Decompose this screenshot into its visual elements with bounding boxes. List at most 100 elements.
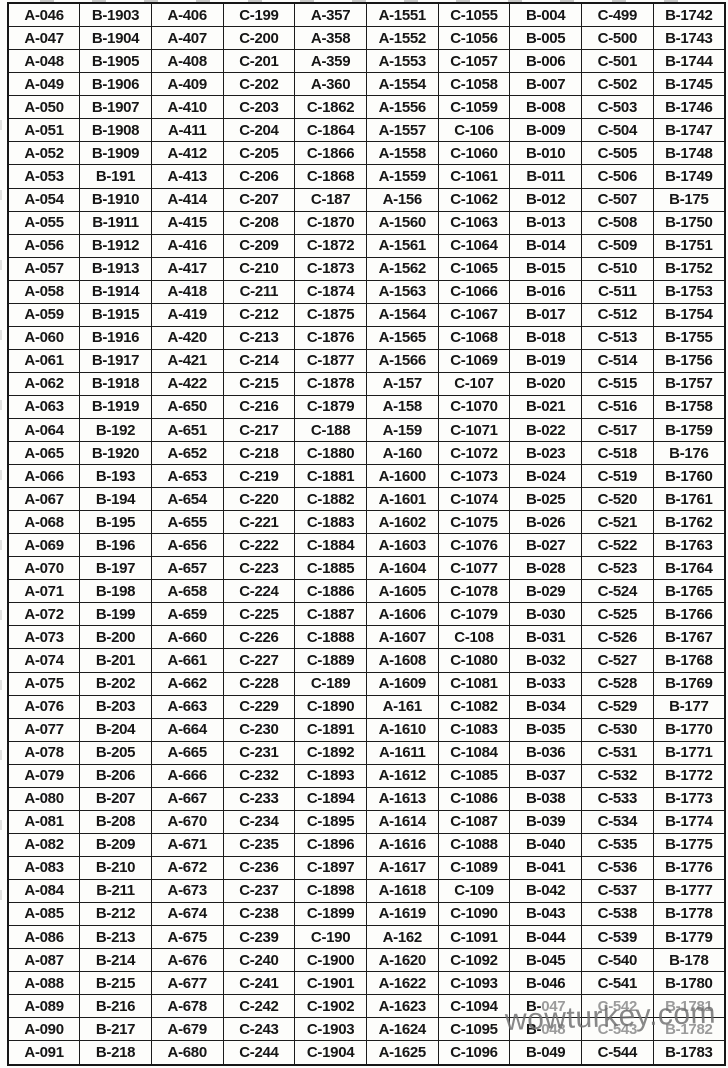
table-cell: A-654 xyxy=(150,487,224,512)
table-cell: A-046 xyxy=(7,2,81,28)
table-cell: A-1602 xyxy=(365,510,439,535)
table-cell: A-652 xyxy=(150,441,224,466)
table-cell: A-412 xyxy=(150,141,224,166)
table-cell: B-1765 xyxy=(652,579,726,604)
table-cell: A-419 xyxy=(150,302,224,327)
table-cell: B-028 xyxy=(509,556,582,581)
table-cell: C-1092 xyxy=(437,948,511,973)
table-cell: A-085 xyxy=(7,901,81,927)
table-cell: B-016 xyxy=(509,279,582,304)
table-cell: A-054 xyxy=(7,187,81,212)
cell-code-digits: 1782 xyxy=(680,1020,713,1038)
table-cell: C-1895 xyxy=(294,809,367,834)
table-cell: C-1873 xyxy=(294,256,367,281)
table-cell: B-1754 xyxy=(652,302,726,327)
table-row: A-072 B-199 A-659 C-225 C-1887 A-1606 C-1079 B-… xyxy=(7,602,726,627)
table-cell: A-066 xyxy=(7,464,81,489)
table-row: A-058 B-1914 A-418 C-211 C-1874 A-1563 C-1066 B… xyxy=(7,279,726,304)
table-cell: B-005 xyxy=(509,26,582,51)
table-cell: C-1903 xyxy=(294,1017,367,1042)
table-cell: C-520 xyxy=(581,487,654,512)
table-cell: A-1565 xyxy=(365,325,439,350)
table-cell: A-659 xyxy=(150,602,224,627)
table-cell: A-678 xyxy=(150,994,224,1019)
table-cell: B-1743 xyxy=(652,26,726,51)
table-cell: C-1882 xyxy=(294,487,367,512)
table-cell: B-1917 xyxy=(79,348,152,373)
table-row: A-083 B-210 A-672 C-236 C-1897 A-1617 C-1089 B-… xyxy=(7,855,726,880)
table-cell: B-1759 xyxy=(652,417,726,443)
table-cell: C-517 xyxy=(581,417,654,443)
table-cell: A-068 xyxy=(7,510,81,535)
table-row: A-077 B-204 A-664 C-230 C-1891 A-1610 C-1083 B-… xyxy=(7,717,726,742)
table-cell: C-1080 xyxy=(437,648,511,673)
table-cell: A-655 xyxy=(150,510,224,535)
table-cell: A-073 xyxy=(7,625,81,650)
table-cell: B-1762 xyxy=(652,510,726,535)
table-cell: B-215 xyxy=(79,971,152,996)
table-cell: C-227 xyxy=(222,648,296,673)
table-row: A-079 B-206 A-666 C-232 C-1893 A-1612 C-1085 B-… xyxy=(7,763,726,788)
table-cell: A-083 xyxy=(7,855,81,880)
table-cell: A-1624 xyxy=(365,1017,439,1042)
table-cell: C-532 xyxy=(581,763,654,788)
cell-code-digits: 543 xyxy=(612,1020,638,1038)
cell-code-digits: 542 xyxy=(612,997,638,1015)
table-cell: C-228 xyxy=(222,671,296,696)
cell-code-prefix: B- xyxy=(665,1020,681,1038)
table-cell: A-070 xyxy=(7,556,81,581)
table-row: A-091 B-218 A-680 C-244 C-1904 A-1625 C-1096 B-… xyxy=(7,1040,726,1066)
table-cell: A-1616 xyxy=(365,832,439,857)
table-row: A-082 B-209 A-671 C-235 C-1896 A-1616 C-1088 B-… xyxy=(7,832,726,857)
table-cell: B-218 xyxy=(79,1040,152,1066)
table-row: A-054 B-1910 A-414 C-207 C-187 A-156 C-1062 B-0… xyxy=(7,187,726,212)
table-cell: B-1778 xyxy=(652,901,726,927)
table-cell: B-217 xyxy=(79,1017,152,1042)
table-cell: A-1612 xyxy=(365,763,439,788)
table-cell: B-036 xyxy=(509,740,582,765)
table-cell: B-023 xyxy=(509,441,582,466)
table-cell: C-214 xyxy=(222,348,296,373)
table-cell: A-047 xyxy=(7,26,81,51)
table-cell: C-535 xyxy=(581,832,654,857)
table-cell: B-202 xyxy=(79,671,152,696)
table-cell: A-072 xyxy=(7,602,81,627)
table-cell: A-088 xyxy=(7,971,81,996)
table-cell: C-237 xyxy=(222,878,296,903)
table-cell: A-671 xyxy=(150,832,224,857)
table-cell: B-177 xyxy=(652,694,726,719)
table-cell: C-510 xyxy=(581,256,654,281)
table-row: A-057 B-1913 A-417 C-210 C-1873 A-1562 C-1065 B… xyxy=(7,256,726,281)
table-cell: A-413 xyxy=(150,164,224,189)
table-cell: B-206 xyxy=(79,763,152,788)
cell-code-digits: 048 xyxy=(541,1020,566,1038)
table-cell: A-1554 xyxy=(365,72,439,97)
table-cell: C-1884 xyxy=(294,533,367,558)
table-cell: A-1609 xyxy=(365,671,439,696)
table-cell: C-1069 xyxy=(437,348,511,373)
table-cell: C-235 xyxy=(222,832,296,857)
table-cell: A-090 xyxy=(7,1017,81,1042)
table-cell: B-1752 xyxy=(652,256,726,281)
table-cell: A-062 xyxy=(7,371,81,396)
table-cell: A-1601 xyxy=(365,487,439,512)
table-cell: C-1887 xyxy=(294,602,367,627)
table-cell: C-207 xyxy=(222,187,296,212)
table-row: A-070 B-197 A-657 C-223 C-1885 A-1604 C-1077 B-… xyxy=(7,556,726,581)
table-row: A-074 B-201 A-661 C-227 C-1889 A-1608 C-1080 B-… xyxy=(7,648,726,673)
table-row: A-076 B-203 A-663 C-229 C-1890 A-161 C-1082 B-0… xyxy=(7,694,726,719)
table-cell: A-077 xyxy=(7,717,81,742)
table-cell: A-161 xyxy=(365,694,439,719)
table-cell: A-675 xyxy=(150,925,224,950)
table-cell: B-014 xyxy=(509,233,582,258)
table-cell: C-1055 xyxy=(437,2,511,28)
table-cell: A-076 xyxy=(7,694,81,719)
table-cell: C-503 xyxy=(581,95,654,120)
table-cell: C-1902 xyxy=(294,994,367,1019)
table-cell: B-192 xyxy=(79,417,152,443)
table-row: A-087 B-214 A-676 C-240 C-1900 A-1620 C-1092 B-… xyxy=(7,948,726,973)
table-row: A-080 B-207 A-667 C-233 C-1894 A-1613 C-1086 B-… xyxy=(7,786,726,811)
table-cell: A-677 xyxy=(150,971,224,996)
table-cell: A-1556 xyxy=(365,95,439,120)
table-cell: A-660 xyxy=(150,625,224,650)
